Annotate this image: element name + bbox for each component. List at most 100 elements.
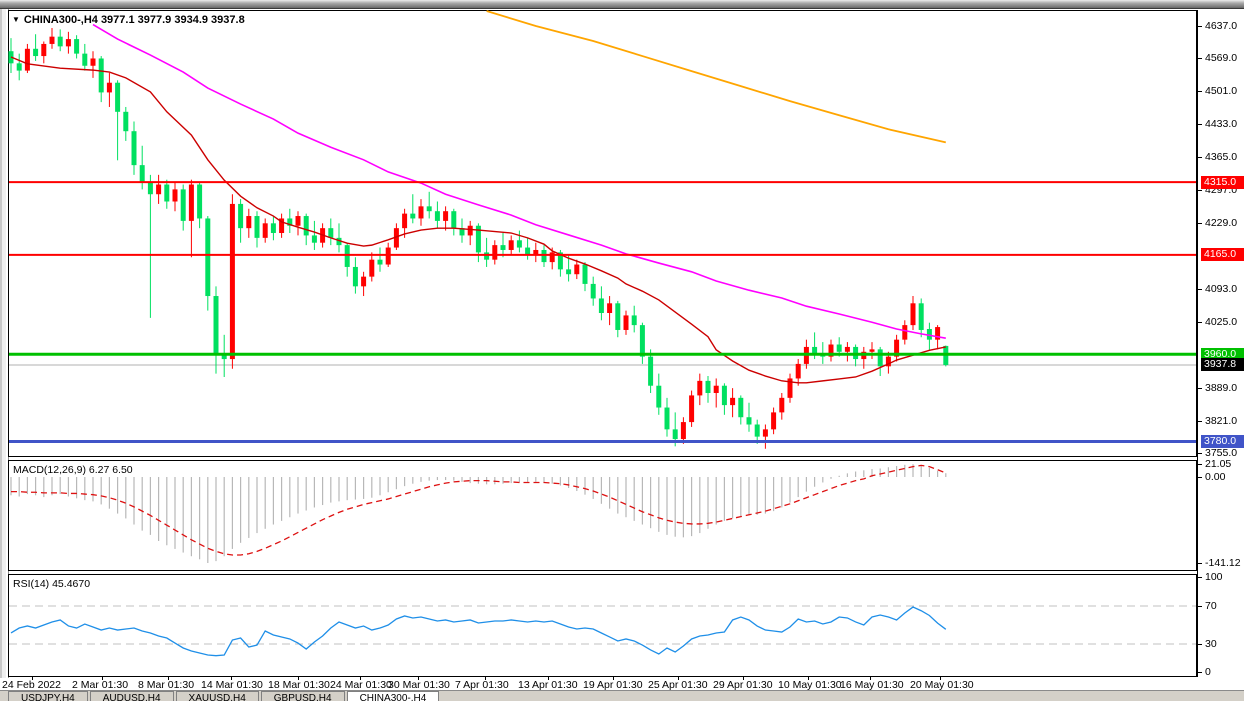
- chart-tab[interactable]: GBPUSD,H4: [260, 691, 345, 701]
- price-level-tag: 3780.0: [1201, 434, 1244, 448]
- candle-bear: [123, 111, 129, 132]
- date-tick-mark: [678, 677, 679, 680]
- chart-tab[interactable]: USDJPY,H4: [8, 691, 88, 701]
- candle-bull: [418, 206, 424, 219]
- candle-bull: [172, 189, 178, 202]
- panel-frame: [8, 460, 1197, 571]
- candle-bull: [795, 363, 801, 379]
- candle-bull: [188, 184, 194, 221]
- macd-tick-label: 21.05: [1205, 457, 1232, 470]
- date-label: 2 Mar 01:30: [72, 679, 129, 691]
- candle-bear: [74, 39, 80, 54]
- date-tick-mark: [743, 677, 744, 680]
- candle-bear: [287, 218, 293, 226]
- candle-bull: [385, 247, 391, 265]
- date-tick-mark: [102, 677, 103, 680]
- price-tick-label: 4569.0: [1205, 52, 1238, 65]
- rsi-line: [10, 606, 947, 657]
- candle-bear: [615, 303, 621, 330]
- candle-bear: [926, 329, 932, 340]
- candle-bear: [344, 245, 350, 267]
- candle-bull: [65, 39, 71, 47]
- candle-bull: [762, 429, 768, 437]
- candle-bull: [49, 36, 55, 44]
- price-tick-label: 4229.0: [1205, 217, 1238, 230]
- candle-bull: [828, 344, 834, 357]
- date-tick-mark: [940, 677, 941, 680]
- candle-bear: [705, 380, 711, 393]
- candle-bear: [672, 429, 678, 440]
- macd-panel[interactable]: [10, 464, 947, 564]
- candle-bear: [98, 58, 104, 93]
- rsi-tick-mark: [1197, 577, 1202, 578]
- date-label: 7 Apr 01:30: [455, 679, 509, 691]
- candle-bear: [57, 36, 63, 47]
- candle-bear: [328, 228, 334, 238]
- candle-bull: [156, 184, 162, 195]
- price-tick-label: 4433.0: [1205, 118, 1238, 131]
- candle-bear: [377, 259, 383, 265]
- rsi-tick-mark: [1197, 643, 1202, 645]
- price-tick-mark: [1197, 124, 1202, 126]
- candle-bull: [262, 223, 268, 238]
- date-label: 13 Apr 01:30: [518, 679, 578, 691]
- date-tick-mark: [418, 677, 419, 680]
- rsi-tick-mark: [1197, 672, 1202, 673]
- candle-bull: [779, 397, 785, 413]
- collapse-triangle-icon[interactable]: ▼: [12, 15, 20, 24]
- price-tick-label: 4093.0: [1205, 283, 1238, 296]
- rsi-tick-label: 30: [1205, 637, 1217, 650]
- candle-bear: [426, 206, 432, 212]
- candle-bear: [16, 63, 22, 71]
- price-tick-mark: [1197, 157, 1202, 159]
- candle-bear: [754, 424, 760, 437]
- chart-tab-bar[interactable]: USDJPY,H4 AUDUSD,H4 XAUUSD,H4 GBPUSD,H4 CHIN…: [0, 690, 1244, 701]
- price-level-tag: 3960.0: [1201, 347, 1244, 361]
- date-axis[interactable]: [0, 678, 1244, 690]
- rsi-tick-label: 70: [1205, 599, 1217, 612]
- candle-bear: [205, 218, 211, 297]
- candle-bull: [508, 240, 514, 250]
- candle-bull: [90, 58, 96, 66]
- candle-bear: [180, 189, 186, 221]
- candle-bull: [910, 303, 916, 326]
- chart-tab[interactable]: AUDUSD,H4: [89, 691, 174, 701]
- candle-bull: [935, 327, 941, 340]
- date-tick-mark: [548, 677, 549, 680]
- macd-tick-label: -141.12: [1205, 556, 1241, 569]
- candle-bear: [82, 53, 88, 66]
- candle-bull: [369, 259, 375, 277]
- candle-bull: [402, 213, 408, 229]
- candle-bear: [721, 385, 727, 406]
- date-tick-mark: [485, 677, 486, 680]
- price-tick-mark: [1197, 91, 1202, 93]
- price-tick-mark: [1197, 388, 1202, 390]
- candle-bear: [410, 213, 416, 219]
- candle-bear: [336, 237, 342, 246]
- candle-bull: [24, 48, 30, 71]
- candle-bear: [221, 354, 227, 360]
- candle-bear: [582, 264, 588, 284]
- price-tick-label: 3821.0: [1205, 415, 1238, 428]
- candle-bull: [279, 218, 285, 234]
- price-level-tag: 4165.0: [1201, 248, 1244, 262]
- candle-bull: [295, 216, 301, 226]
- chart-tab-selected[interactable]: CHINA300-,H4: [346, 691, 440, 701]
- price-tick-mark: [1197, 322, 1202, 324]
- candle-bull: [730, 397, 736, 406]
- rsi-panel[interactable]: [9, 605, 1196, 657]
- candle-bear: [516, 240, 522, 248]
- date-label: 24 Mar 01:30: [330, 679, 392, 691]
- macd-tick-mark: [1197, 476, 1202, 478]
- price-tick-label: 4025.0: [1205, 316, 1238, 329]
- price-tick-label: 4637.0: [1205, 19, 1238, 32]
- candle-bear: [352, 266, 358, 287]
- candle-bull: [533, 249, 539, 255]
- candle-bear: [500, 245, 506, 250]
- chart-tab[interactable]: XAUUSD,H4: [175, 691, 259, 701]
- main-chart-panel[interactable]: [8, 10, 1197, 449]
- candle-bear: [746, 417, 752, 425]
- candle-bear: [303, 216, 309, 236]
- price-tick-mark: [1197, 223, 1202, 225]
